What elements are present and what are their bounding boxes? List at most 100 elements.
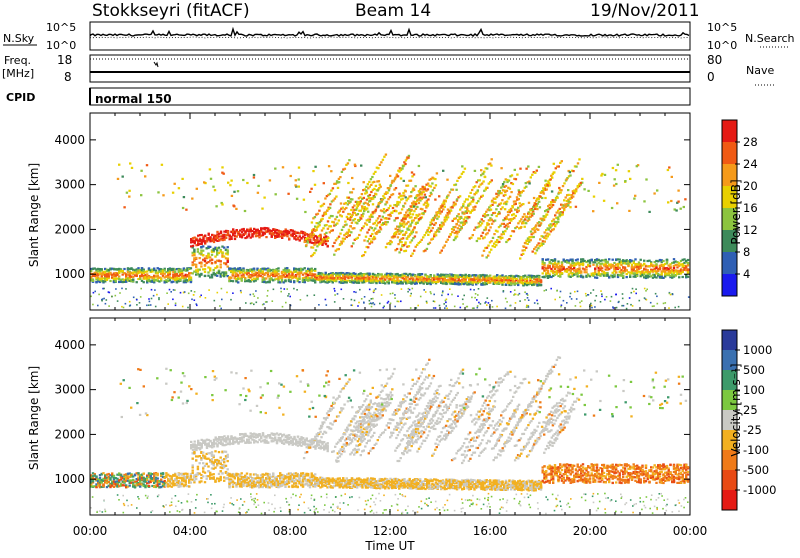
cell bbox=[643, 200, 645, 202]
cell bbox=[483, 250, 485, 252]
cell bbox=[582, 276, 584, 278]
cell bbox=[583, 188, 585, 190]
cell bbox=[504, 191, 506, 193]
cell bbox=[378, 180, 380, 182]
cell bbox=[361, 207, 363, 209]
cell bbox=[574, 291, 576, 293]
cell bbox=[406, 238, 408, 240]
cell bbox=[211, 259, 213, 261]
cell bbox=[92, 280, 94, 282]
cell bbox=[354, 300, 356, 302]
cell bbox=[495, 215, 497, 217]
cell bbox=[375, 185, 377, 187]
cell bbox=[462, 223, 464, 225]
freq-tick-bottom: 8 bbox=[64, 70, 72, 84]
cell bbox=[396, 217, 398, 219]
freq-tick-top: 18 bbox=[57, 53, 72, 67]
cell bbox=[400, 241, 402, 243]
cell bbox=[444, 217, 446, 219]
cell bbox=[569, 198, 571, 200]
cell bbox=[488, 229, 490, 231]
cell bbox=[314, 268, 316, 270]
cell bbox=[614, 178, 616, 180]
cell bbox=[368, 273, 370, 275]
cell bbox=[209, 236, 211, 238]
cell bbox=[154, 289, 156, 291]
cell bbox=[90, 296, 92, 298]
cell bbox=[523, 213, 525, 215]
cell bbox=[552, 204, 554, 206]
cell bbox=[109, 280, 111, 282]
cell bbox=[436, 218, 438, 220]
cell bbox=[357, 213, 359, 215]
cell bbox=[380, 219, 382, 221]
cell bbox=[193, 249, 195, 251]
cell bbox=[499, 190, 501, 192]
cell bbox=[200, 265, 202, 267]
cell bbox=[265, 236, 267, 238]
cell bbox=[437, 212, 439, 214]
cell bbox=[363, 254, 365, 256]
cell bbox=[330, 225, 332, 227]
cell bbox=[474, 297, 476, 299]
cell bbox=[571, 260, 573, 262]
cell bbox=[413, 173, 415, 175]
cell bbox=[101, 268, 103, 270]
cell bbox=[355, 292, 357, 294]
cell bbox=[304, 241, 306, 243]
cell bbox=[370, 178, 372, 180]
cell bbox=[634, 258, 636, 260]
cell bbox=[409, 241, 411, 243]
cell bbox=[414, 217, 416, 219]
cell bbox=[348, 229, 350, 231]
cell bbox=[656, 189, 658, 191]
cell bbox=[345, 207, 347, 209]
cell bbox=[218, 247, 220, 249]
cell bbox=[447, 216, 449, 218]
cell bbox=[210, 178, 212, 180]
cell bbox=[379, 226, 381, 228]
cell bbox=[298, 281, 300, 283]
cell bbox=[434, 178, 436, 180]
cell bbox=[389, 240, 391, 242]
cell bbox=[257, 185, 259, 187]
cell bbox=[433, 294, 435, 296]
cell bbox=[439, 252, 441, 254]
cell bbox=[227, 182, 229, 184]
cell bbox=[416, 206, 418, 208]
cell bbox=[374, 227, 376, 229]
cell bbox=[525, 222, 527, 224]
cell bbox=[435, 184, 437, 186]
freq-label: Freq. bbox=[4, 54, 31, 67]
cell bbox=[316, 227, 318, 229]
cell bbox=[314, 166, 316, 168]
cell bbox=[330, 190, 332, 192]
cell bbox=[461, 221, 463, 223]
cell bbox=[220, 266, 222, 268]
cell bbox=[540, 280, 542, 282]
cell bbox=[464, 201, 466, 203]
cell bbox=[332, 187, 334, 189]
cell bbox=[400, 225, 402, 227]
cell bbox=[532, 251, 534, 253]
cell bbox=[316, 239, 318, 241]
cell bbox=[533, 197, 535, 199]
cell bbox=[540, 222, 542, 224]
cell bbox=[553, 163, 555, 165]
cell bbox=[515, 278, 517, 280]
cell bbox=[375, 282, 377, 284]
cell bbox=[405, 190, 407, 192]
cell bbox=[402, 198, 404, 200]
cell bbox=[566, 178, 568, 180]
cell bbox=[401, 195, 403, 197]
cell bbox=[461, 165, 463, 167]
cell bbox=[527, 165, 529, 167]
cpid-frame bbox=[90, 88, 690, 105]
cell bbox=[592, 210, 594, 212]
cell bbox=[349, 225, 351, 227]
cell bbox=[352, 188, 354, 190]
cell bbox=[427, 188, 429, 190]
cell bbox=[491, 158, 493, 160]
cell bbox=[517, 284, 519, 286]
cell bbox=[472, 197, 474, 199]
